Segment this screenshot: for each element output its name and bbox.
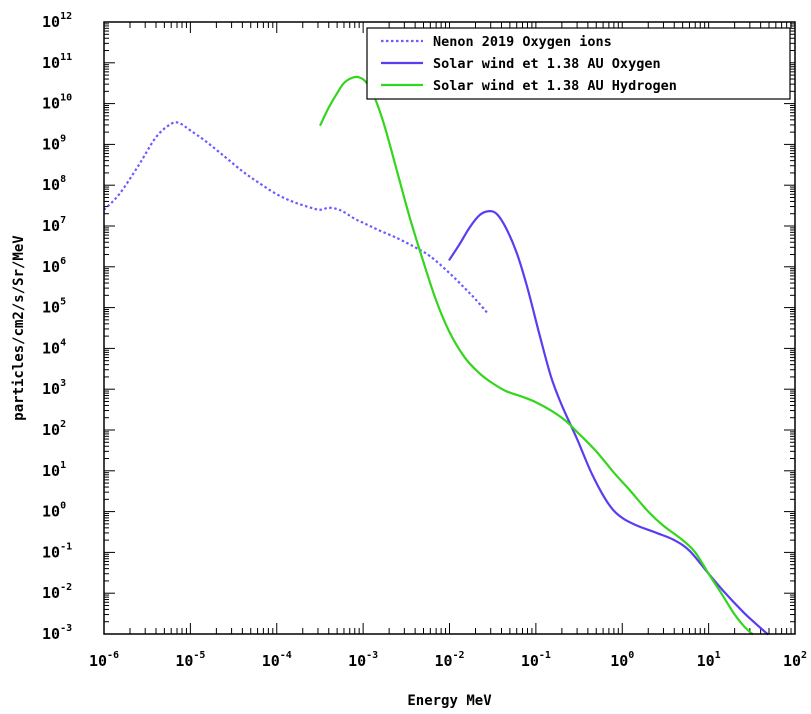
x-tick-label: 100 <box>610 650 634 670</box>
series-line-3 <box>319 75 754 636</box>
x-axis-title: Energy MeV <box>407 693 492 709</box>
y-tick-label: 102 <box>42 419 66 439</box>
y-axis-title: particles/cm2/s/Sr/MeV <box>11 235 27 421</box>
legend: Nenon 2019 Oxygen ions Solar wind et 1.38… <box>366 27 791 100</box>
legend-label: Solar wind et 1.38 AU Oxygen <box>433 56 661 72</box>
y-tick-label: 109 <box>42 133 66 153</box>
plot-frame <box>103 21 796 635</box>
x-tick-label: 10-1 <box>521 650 551 670</box>
y-tick-label: 108 <box>42 174 66 194</box>
legend-box <box>366 27 791 100</box>
legend-label: Solar wind et 1.38 AU Hydrogen <box>433 78 677 94</box>
series-line-1 <box>103 121 489 315</box>
y-tick-label: 101 <box>42 460 66 480</box>
y-tick-label: 103 <box>42 378 66 398</box>
legend-label: Nenon 2019 Oxygen ions <box>433 34 612 50</box>
y-tick-label: 100 <box>42 501 66 521</box>
y-tick-label: 1012 <box>42 11 72 31</box>
y-tick-labels: 10-3 10-2 10-1 100 101 102 103 104 105 106 107 108 1… <box>42 11 72 643</box>
x-tick-label: 10-6 <box>89 650 119 670</box>
series-line-2 <box>448 210 769 636</box>
x-tick-label: 10-4 <box>262 650 292 670</box>
x-tick-label: 101 <box>697 650 721 670</box>
x-tick-label: 102 <box>783 650 807 670</box>
axis-ticks <box>103 22 795 635</box>
series-layer <box>103 75 769 636</box>
y-tick-label: 1010 <box>42 93 72 113</box>
x-tick-label: 10-3 <box>348 650 378 670</box>
y-tick-label: 104 <box>42 337 66 357</box>
x-tick-label: 10-5 <box>175 650 205 670</box>
y-tick-label: 1011 <box>42 52 72 72</box>
y-tick-label: 106 <box>42 256 66 276</box>
y-tick-label: 10-2 <box>42 582 72 602</box>
y-tick-label: 10-3 <box>42 623 72 643</box>
y-tick-label: 105 <box>42 297 66 317</box>
x-tick-label: 10-2 <box>434 650 464 670</box>
x-tick-labels: 10-6 10-5 10-4 10-3 10-2 10-1 100 101 102 <box>89 650 807 670</box>
y-tick-label: 107 <box>42 215 66 235</box>
y-tick-label: 10-1 <box>42 541 72 561</box>
